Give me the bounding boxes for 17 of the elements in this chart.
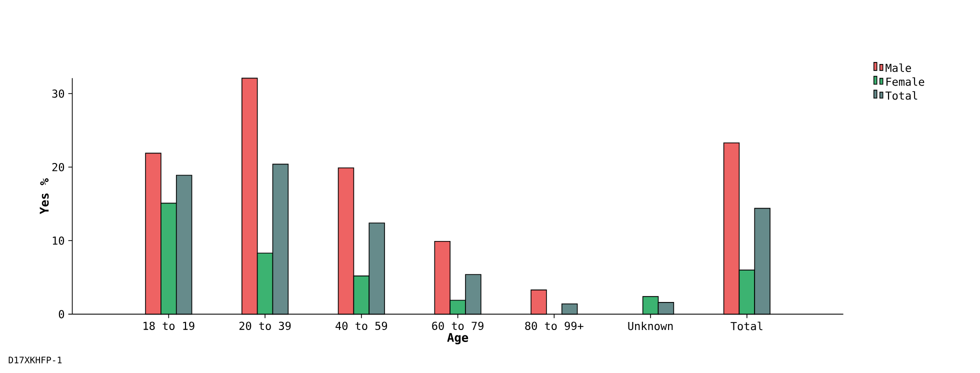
x-tick-label: 60 to 79 xyxy=(432,322,484,330)
legend-label: Female xyxy=(886,77,924,86)
x-tick-label: 20 to 39 xyxy=(239,322,291,330)
x-tick-label: Unknown xyxy=(628,322,673,330)
y-tick-label: 10 xyxy=(52,236,64,245)
x-tick-label: 40 to 59 xyxy=(336,322,388,330)
legend-label: Total xyxy=(885,91,918,100)
x-axis-title: Age xyxy=(447,333,468,344)
y-tick-label: 30 xyxy=(52,89,64,98)
text: D17XKHFP-1 xyxy=(8,356,62,364)
y-tick-label: 20 xyxy=(52,163,64,172)
legend-label: Male xyxy=(886,63,911,72)
x-tick-label: 80 to 99+ xyxy=(525,322,584,330)
y-tick-label: 0 xyxy=(58,310,64,318)
x-tick-label: 18 to 19 xyxy=(144,322,194,330)
x-tick-label: Total xyxy=(730,322,762,330)
y-axis-title: Yes % xyxy=(40,178,49,214)
